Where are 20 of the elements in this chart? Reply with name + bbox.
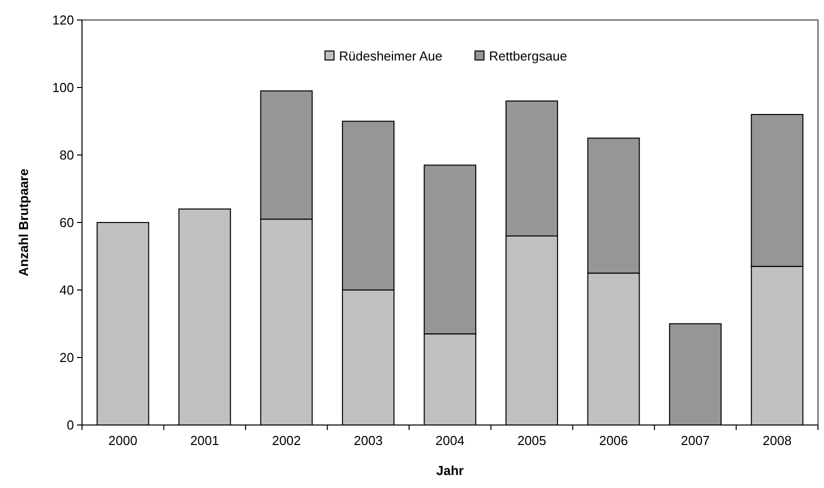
x-tick-label: 2004 [436,433,464,448]
y-tick-label: 0 [66,418,74,433]
x-tick-label: 2003 [354,433,383,448]
y-tick-label: 40 [60,282,74,298]
y-axis-title: Anzahl Brutpaare [16,168,31,276]
x-tick-label: 2008 [762,433,792,448]
y-tick-label: 20 [60,350,74,366]
x-tick-label: 2002 [272,433,301,448]
y-tick-label: 80 [60,148,74,163]
y-tick-label: 120 [52,12,74,28]
x-tick-label: 2000 [108,433,138,448]
x-tick-label: 2006 [599,433,628,448]
y-tick-label: 60 [60,215,74,230]
x-tick-label: 2001 [190,433,220,448]
legend-label: Rettbergsaue [489,48,568,64]
x-tick-label: 2005 [517,433,546,448]
y-tick-label: 100 [52,80,74,96]
x-axis-title: Jahr [436,463,464,478]
x-tick-label: 2007 [680,433,710,448]
legend-label: Rüdesheimer Aue [339,48,442,64]
